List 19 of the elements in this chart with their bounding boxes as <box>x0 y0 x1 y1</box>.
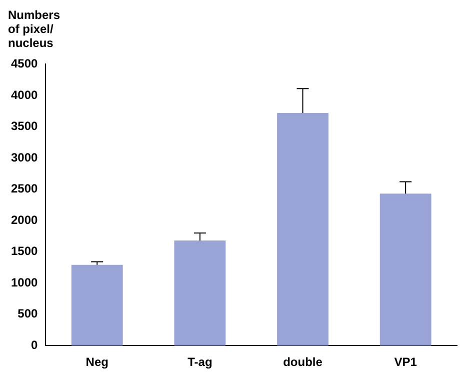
bar <box>174 240 226 346</box>
y-tick-label: 1000 <box>10 275 38 290</box>
x-tick-label: T-ag <box>188 355 212 370</box>
y-tick-label: 2500 <box>10 182 38 196</box>
y-tick-label: 0 <box>31 338 38 352</box>
y-tick-label: 4500 <box>10 56 38 71</box>
y-tick-label: 3500 <box>10 119 38 134</box>
x-tick-label: VP1 <box>394 355 418 370</box>
y-axis-title: Numbers of pixel/ nucleus <box>8 8 62 50</box>
bar <box>71 264 123 346</box>
y-tick-label: 1500 <box>10 244 38 258</box>
bar <box>277 112 328 346</box>
x-tick-label: double <box>283 355 323 370</box>
bar <box>380 194 432 346</box>
y-tick-label: 4000 <box>10 88 38 102</box>
y-tick-label: 2000 <box>10 212 38 227</box>
y-tick-label: 500 <box>18 306 38 321</box>
x-tick-label: Neg <box>86 355 108 370</box>
y-tick-label: 3000 <box>10 150 38 164</box>
